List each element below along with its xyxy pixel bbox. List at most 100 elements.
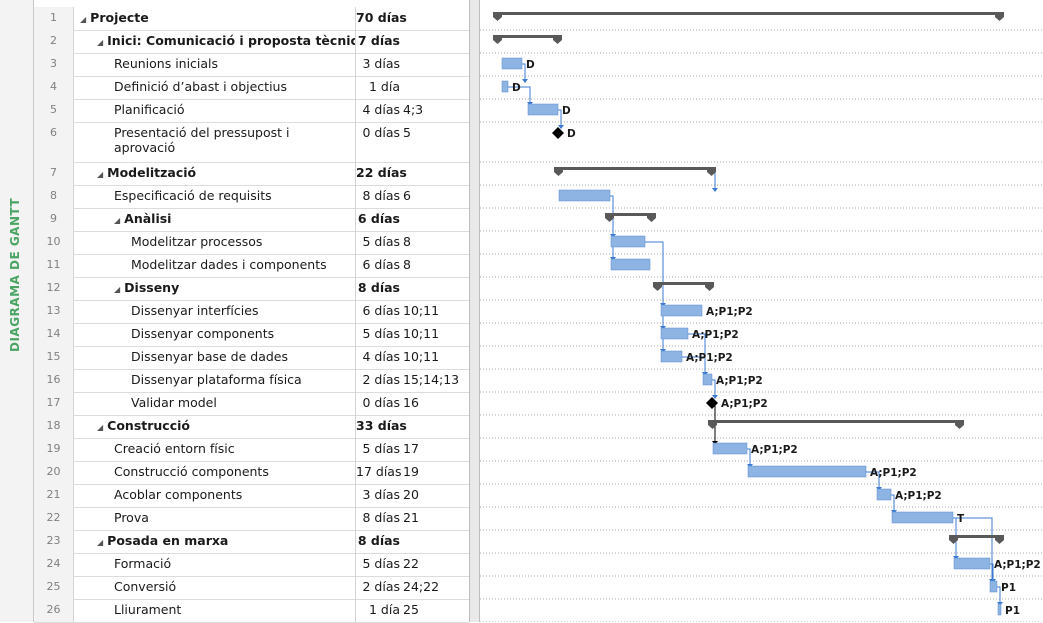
collapse-triangle-icon[interactable]: ◢: [97, 423, 104, 432]
task-duration[interactable]: 2 días: [362, 579, 400, 594]
table-row[interactable]: 15 Dissenyar base de dades 4 días 10;11: [34, 346, 469, 370]
task-duration[interactable]: 6 días: [357, 211, 400, 226]
collapse-triangle-icon[interactable]: ◢: [80, 15, 87, 24]
task-duration[interactable]: 4 días: [362, 349, 400, 364]
task-duration[interactable]: 7 días: [357, 33, 400, 48]
task-predecessors[interactable]: [402, 415, 469, 438]
task-duration[interactable]: 1 día: [369, 79, 400, 94]
task-name[interactable]: Creació entorn físic: [74, 438, 356, 461]
task-predecessors[interactable]: 8: [403, 257, 411, 272]
task-duration[interactable]: 8 días: [362, 510, 400, 525]
task-predecessors[interactable]: 4;3: [403, 102, 424, 117]
task-duration[interactable]: 1 día: [369, 602, 400, 617]
view-bar[interactable]: DIAGRAMA DE GANTT: [0, 0, 34, 622]
task-predecessors[interactable]: [402, 277, 469, 300]
task-predecessors[interactable]: [402, 76, 469, 99]
table-row[interactable]: 8 Especificació de requisits 8 días 6: [34, 185, 469, 209]
table-row[interactable]: 9 ◢ Anàlisi 6 días: [34, 208, 469, 232]
task-predecessors[interactable]: 10;11: [403, 326, 440, 341]
task-duration[interactable]: 6 días: [362, 303, 400, 318]
table-row[interactable]: 16 Dissenyar plataforma física 2 días 15;14…: [34, 369, 469, 393]
table-row[interactable]: 23 ◢ Posada en marxa 8 días: [34, 530, 469, 554]
task-predecessors[interactable]: 24;22: [403, 579, 440, 594]
task-duration[interactable]: 4 días: [362, 102, 400, 117]
collapse-triangle-icon[interactable]: ◢: [97, 170, 104, 179]
table-row[interactable]: 25 Conversió 2 días 24;22: [34, 576, 469, 600]
task-name[interactable]: Especificació de requisits: [74, 185, 356, 208]
table-row[interactable]: 14 Dissenyar components 5 días 10;11: [34, 323, 469, 347]
task-predecessors[interactable]: 25: [403, 602, 419, 617]
task-duration[interactable]: 0 días: [362, 395, 400, 410]
task-duration[interactable]: 0 días: [362, 125, 400, 140]
task-predecessors[interactable]: 10;11: [403, 303, 440, 318]
task-name[interactable]: Definició d’abast i objectius: [74, 76, 356, 99]
task-duration[interactable]: 2 días: [362, 372, 400, 387]
task-duration[interactable]: 8 días: [362, 188, 400, 203]
task-predecessors[interactable]: 5: [403, 125, 411, 140]
table-row[interactable]: 19 Creació entorn físic 5 días 17: [34, 438, 469, 462]
task-duration[interactable]: 5 días: [362, 326, 400, 341]
table-row[interactable]: 1 ◢ Projecte 70 días: [34, 7, 469, 31]
task-name[interactable]: Presentació del pressupost i aprovació: [74, 122, 356, 162]
task-name[interactable]: ◢ Disseny: [74, 277, 356, 300]
table-row[interactable]: 26 Lliurament 1 día 25: [34, 599, 469, 623]
table-row[interactable]: 3 Reunions inicials 3 días: [34, 53, 469, 77]
task-predecessors[interactable]: [402, 30, 469, 53]
task-name[interactable]: Planificació: [74, 99, 356, 122]
table-row[interactable]: 5 Planificació 4 días 4;3: [34, 99, 469, 123]
task-duration[interactable]: 5 días: [362, 234, 400, 249]
table-row[interactable]: 20 Construcció components 17 días 19: [34, 461, 469, 485]
collapse-triangle-icon[interactable]: ◢: [114, 285, 121, 294]
task-name[interactable]: Reunions inicials: [74, 53, 356, 76]
task-predecessors[interactable]: [402, 208, 469, 231]
table-row[interactable]: 12 ◢ Disseny 8 días: [34, 277, 469, 301]
task-duration[interactable]: 5 días: [362, 556, 400, 571]
task-predecessors[interactable]: 10;11: [403, 349, 440, 364]
task-name[interactable]: ◢ Projecte: [74, 7, 356, 30]
task-predecessors[interactable]: 19: [403, 464, 419, 479]
table-row[interactable]: 13 Dissenyar interfícies 6 días 10;11: [34, 300, 469, 324]
table-row[interactable]: 11 Modelitzar dades i components 6 días 8: [34, 254, 469, 278]
task-name[interactable]: ◢ Anàlisi: [74, 208, 356, 231]
task-name[interactable]: Dissenyar interfícies: [74, 300, 356, 323]
task-name[interactable]: Dissenyar base de dades: [74, 346, 356, 369]
table-row[interactable]: 21 Acoblar components 3 días 20: [34, 484, 469, 508]
task-duration[interactable]: 3 días: [362, 56, 400, 71]
task-name[interactable]: ◢ Inici: Comunicació i proposta tècnica: [74, 30, 356, 53]
task-name[interactable]: Prova: [74, 507, 356, 530]
task-duration[interactable]: 17 días: [356, 464, 402, 479]
task-name[interactable]: Lliurament: [74, 599, 356, 622]
task-name[interactable]: Construcció components: [74, 461, 356, 484]
table-row[interactable]: 18 ◢ Construcció 33 días: [34, 415, 469, 439]
task-name[interactable]: Acoblar components: [74, 484, 356, 507]
task-predecessors[interactable]: 6: [403, 188, 411, 203]
task-name[interactable]: Formació: [74, 553, 356, 576]
collapse-triangle-icon[interactable]: ◢: [97, 538, 104, 547]
task-predecessors[interactable]: [402, 530, 469, 553]
task-duration[interactable]: 5 días: [362, 441, 400, 456]
table-row[interactable]: 6 Presentació del pressupost i aprovació 0 …: [34, 122, 469, 163]
task-name[interactable]: Dissenyar components: [74, 323, 356, 346]
table-row[interactable]: 2 ◢ Inici: Comunicació i proposta tècnica 7…: [34, 30, 469, 54]
task-name[interactable]: Conversió: [74, 576, 356, 599]
task-name[interactable]: ◢ Posada en marxa: [74, 530, 356, 553]
table-row[interactable]: 22 Prova 8 días 21: [34, 507, 469, 531]
task-name[interactable]: ◢ Modelització: [74, 162, 356, 185]
task-duration[interactable]: 70 días: [356, 10, 407, 25]
task-predecessors[interactable]: 8: [403, 234, 411, 249]
task-duration[interactable]: 22 días: [356, 165, 407, 180]
task-predecessors[interactable]: 21: [403, 510, 419, 525]
task-predecessors[interactable]: [402, 7, 469, 30]
table-row[interactable]: 24 Formació 5 días 22: [34, 553, 469, 577]
table-row[interactable]: 7 ◢ Modelització 22 días: [34, 162, 469, 186]
collapse-triangle-icon[interactable]: ◢: [97, 38, 104, 47]
collapse-triangle-icon[interactable]: ◢: [114, 216, 121, 225]
task-name[interactable]: Validar model: [74, 392, 356, 415]
task-duration[interactable]: 33 días: [356, 418, 407, 433]
task-duration[interactable]: 3 días: [362, 487, 400, 502]
task-duration[interactable]: 8 días: [357, 280, 400, 295]
task-predecessors[interactable]: [402, 53, 469, 76]
task-predecessors[interactable]: 17: [403, 441, 419, 456]
table-row[interactable]: 17 Validar model 0 días 16: [34, 392, 469, 416]
task-duration[interactable]: 8 días: [357, 533, 400, 548]
